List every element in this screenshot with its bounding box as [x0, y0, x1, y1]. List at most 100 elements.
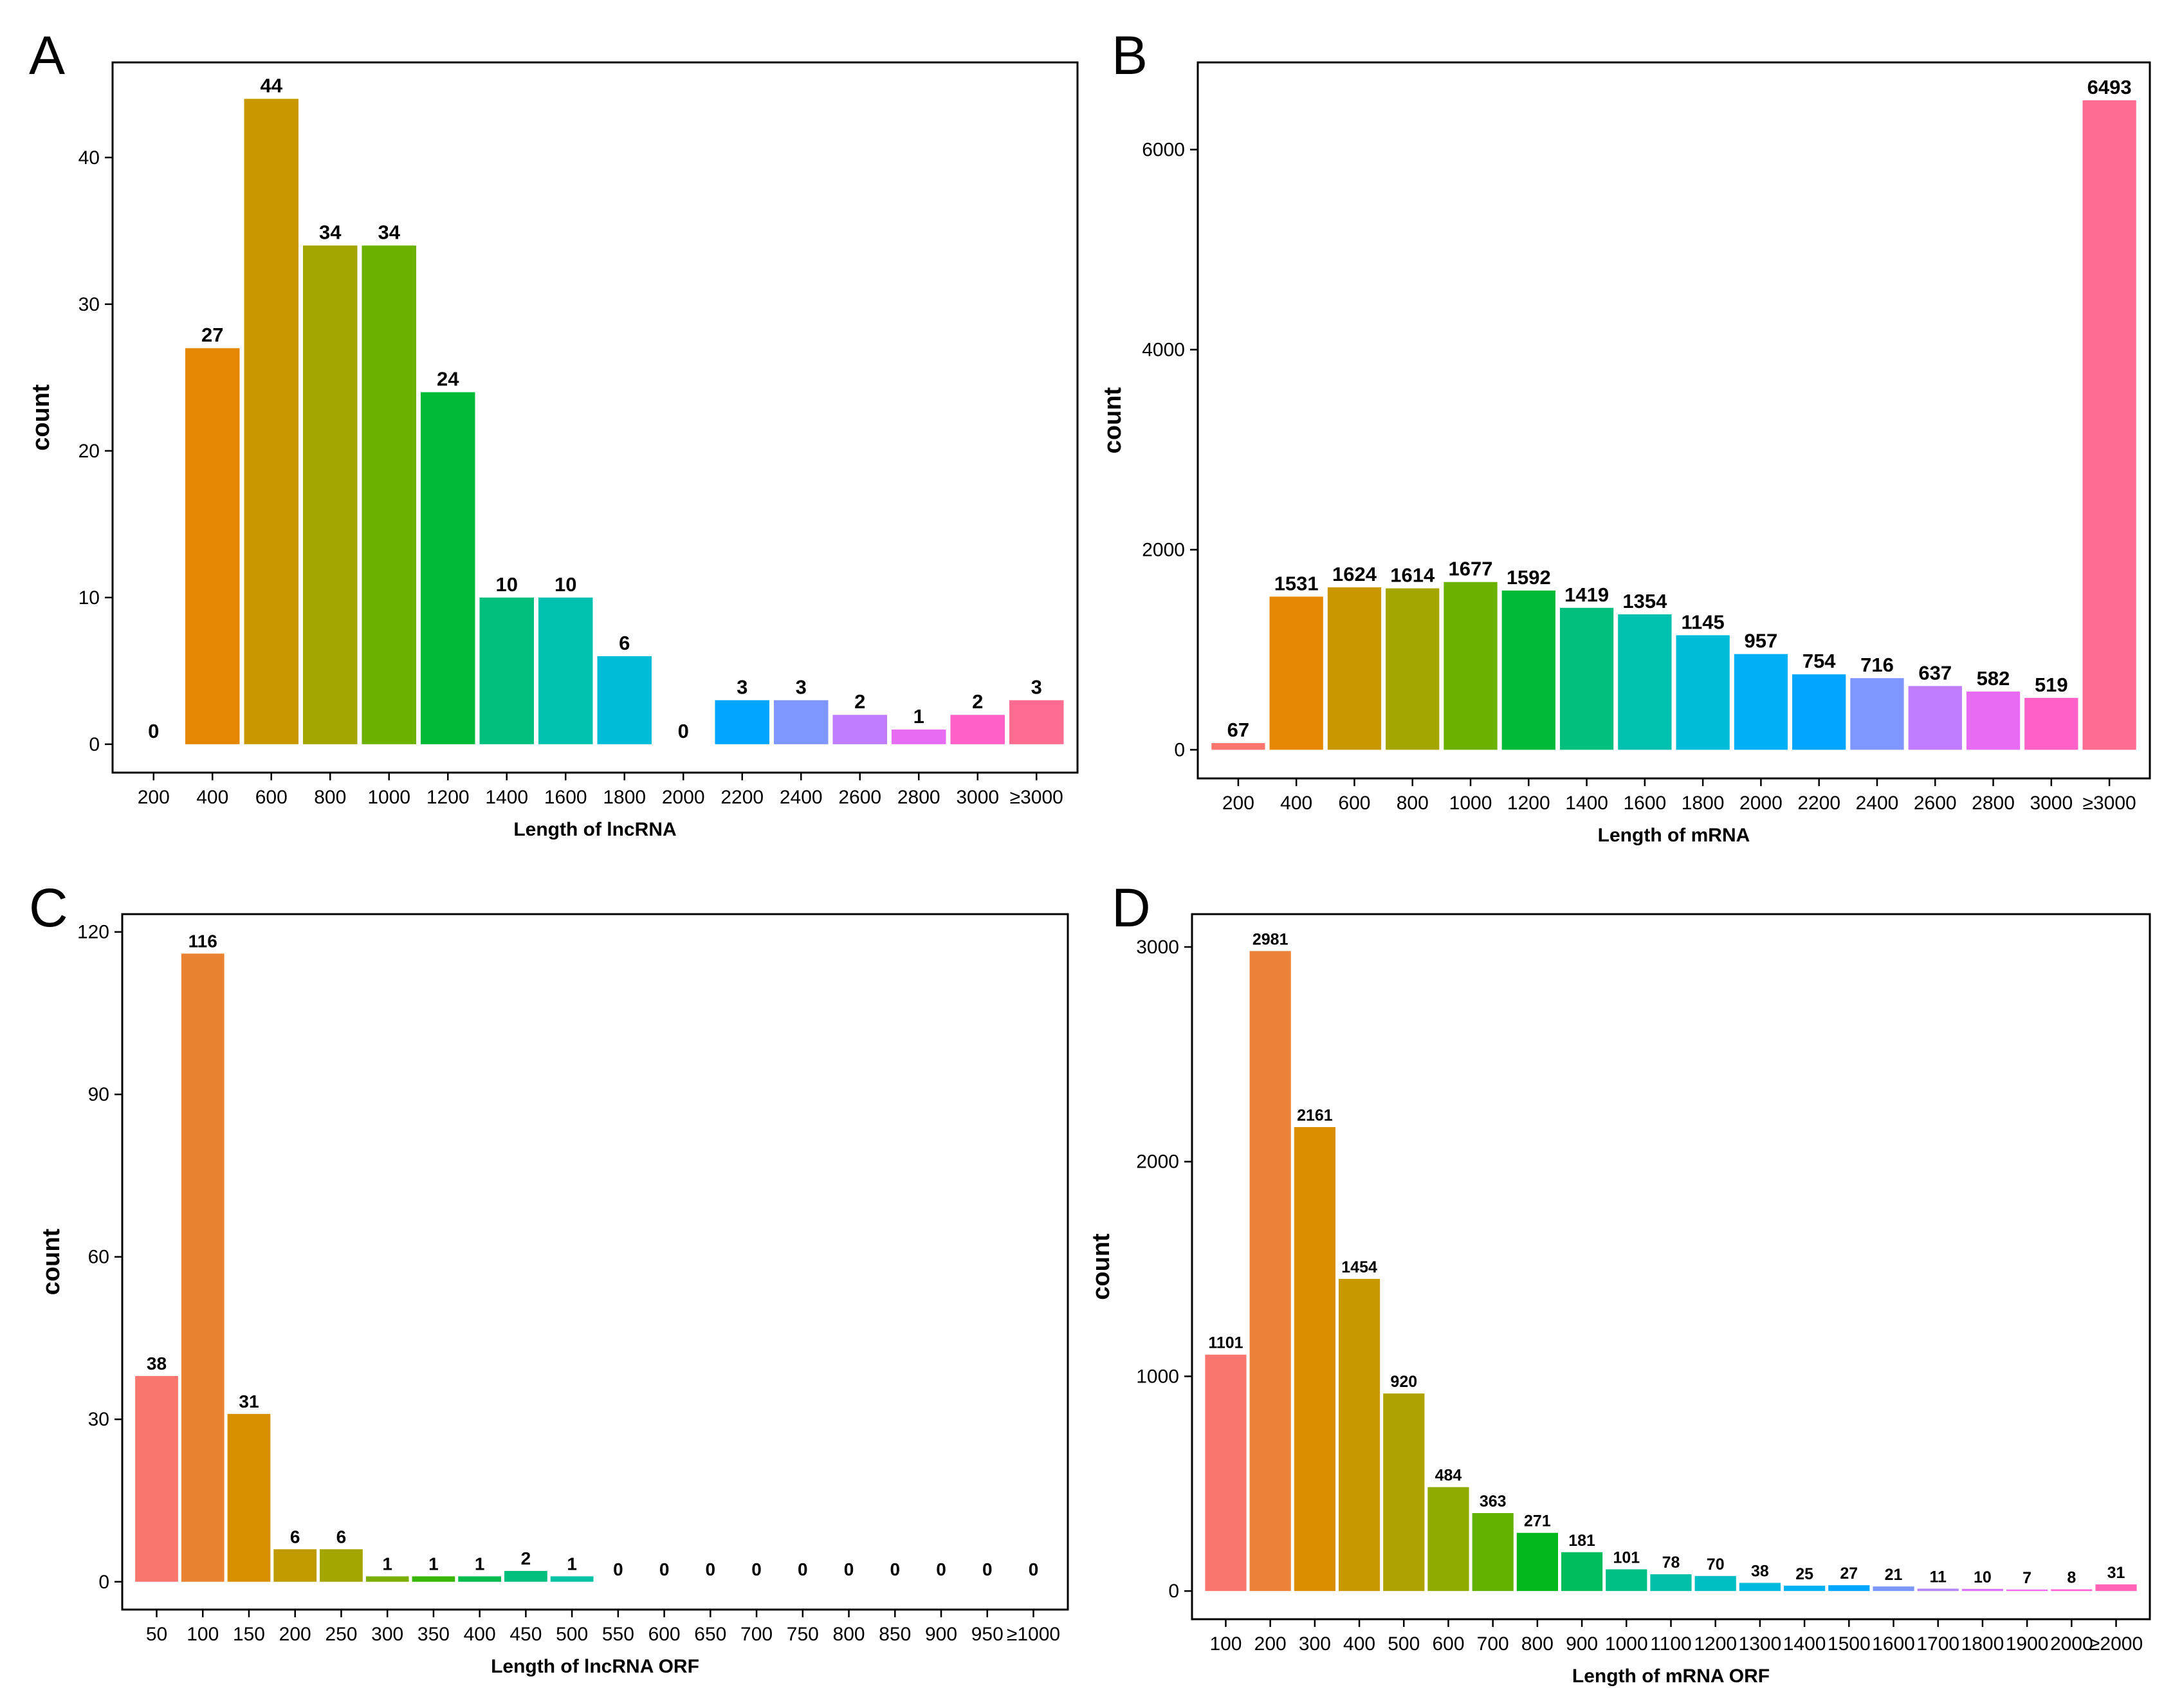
panel-c-data-label: 0	[890, 1559, 900, 1579]
panel-a-bar	[421, 392, 475, 744]
panel-d-x-tick-label: 1600	[1872, 1633, 1915, 1655]
panel-c-data-label: 0	[798, 1559, 808, 1579]
panel-d-x-tick-label: 2000	[2050, 1633, 2093, 1655]
panel-d-frame	[1191, 913, 2151, 1621]
panel-d-y-tick-label: 0	[1168, 1581, 1179, 1602]
panel-c-bar	[550, 1576, 594, 1582]
panel-a-data-label: 2	[972, 690, 983, 713]
panel-c-x-tick-label: 150	[233, 1624, 265, 1645]
panel-d-x-tick-label: 1100	[1650, 1633, 1692, 1655]
panel-b-x-tick-label: 1600	[1623, 793, 1666, 814]
panel-a-x-tick-label: 3000	[956, 787, 999, 808]
panel-c-x-tick-label: 250	[325, 1624, 357, 1645]
panel-a-bar	[892, 730, 946, 744]
panel-d-x-tick-label: 300	[1299, 1633, 1331, 1655]
panel-d-y-tick-label: 2000	[1136, 1152, 1179, 1173]
panel-d-x-tick-label: 400	[1343, 1633, 1375, 1655]
panel-a-x-tick-label: 200	[138, 787, 170, 808]
panel-d-data-label: 920	[1390, 1373, 1417, 1391]
panel-a-bar	[244, 98, 298, 744]
panel-a-x-tick-label: ≥3000	[1010, 787, 1063, 808]
panel-d-bar	[1205, 1354, 1247, 1592]
panel-b-bar	[1676, 635, 1730, 750]
panel-d-x-tick-label: 1500	[1828, 1633, 1871, 1655]
panel-a-bar	[950, 715, 1005, 744]
panel-d-bar	[1961, 1588, 2004, 1592]
panel-c-x-tick-label: 400	[464, 1624, 496, 1645]
panel-d-data-label: 31	[2107, 1564, 2125, 1582]
panel-d-data-label: 11	[1929, 1568, 1947, 1586]
panel-a-data-label: 1	[913, 705, 924, 728]
panel-c-y-tick-label: 120	[77, 922, 109, 943]
panel-d-x-axis-title: Length of mRNA ORF	[1572, 1666, 1770, 1687]
panel-b-data-label: 754	[1802, 650, 1836, 672]
panel-d-x-tick-label: 1200	[1694, 1633, 1737, 1655]
panel-a-letter: A	[29, 25, 65, 86]
panel-c-bar	[227, 1413, 271, 1582]
panel-c-data-label: 31	[239, 1391, 259, 1411]
panel-c-x-tick-label: 100	[187, 1624, 219, 1645]
panel-d-bar	[1561, 1552, 1603, 1592]
panel-a-data-label: 10	[496, 573, 518, 596]
panel-c-x-tick-label: 750	[787, 1624, 819, 1645]
panel-c-data-label: 0	[1029, 1559, 1039, 1579]
panel-a-data-label: 3	[737, 675, 747, 698]
panel-d-bar	[2051, 1589, 2093, 1592]
panel-a-data-label: 0	[678, 720, 689, 742]
panel-d-x-tick-label: 1800	[1961, 1633, 2004, 1655]
panel-c-x-tick-label: 800	[833, 1624, 865, 1645]
panel-d-bar	[1606, 1569, 1647, 1592]
panel-b-bar	[1908, 686, 1962, 750]
panel-b-bar	[1559, 607, 1614, 750]
panel-b-bar	[1966, 691, 2021, 750]
panel-d-data-label: 1101	[1208, 1334, 1243, 1352]
panel-b-data-label: 957	[1745, 630, 1778, 652]
panel-d-x-tick-label: ≥2000	[2089, 1633, 2143, 1655]
panel-c-data-label: 0	[982, 1559, 993, 1579]
panel-c-x-axis-title: Length of lncRNA ORF	[491, 1656, 699, 1677]
panel-a-x-tick-label: 2600	[838, 787, 881, 808]
panel-d-bar	[1784, 1585, 1826, 1592]
panel-d-x-tick-label: 1300	[1739, 1633, 1782, 1655]
panel-a-y-tick-label: 10	[78, 587, 100, 609]
panel-a-data-label: 10	[555, 573, 576, 596]
panel-b-y-tick-label: 4000	[1142, 340, 1185, 361]
panel-d-data-label: 484	[1435, 1467, 1462, 1485]
panel-a-bar	[1009, 700, 1064, 744]
panel-b-data-label: 1145	[1682, 611, 1725, 633]
panel-d-bar	[1873, 1586, 1914, 1592]
panel-a-bar	[538, 597, 593, 744]
panel-c-data-label: 6	[290, 1527, 300, 1547]
panel-c-bar	[412, 1576, 455, 1582]
panel-d-data-label: 8	[2067, 1568, 2076, 1586]
panel-b-x-axis-title: Length of mRNA	[1598, 825, 1750, 846]
panel-a-x-tick-label: 2000	[662, 787, 705, 808]
panel-c-y-tick-label: 30	[88, 1409, 109, 1430]
panel-b-bar	[1211, 743, 1265, 750]
panel-a-x-tick-label: 1200	[426, 787, 470, 808]
panel-c-data-label: 116	[188, 931, 217, 951]
panel-c-bar	[135, 1375, 178, 1582]
panel-d-data-label: 2161	[1297, 1107, 1333, 1125]
panel-d-x-tick-label: 1700	[1916, 1633, 1959, 1655]
panel-d-bar	[1694, 1575, 1736, 1592]
panel-c-data-label: 0	[844, 1559, 854, 1579]
panel-d-x-tick-label: 900	[1566, 1633, 1598, 1655]
panel-a-x-tick-label: 2400	[780, 787, 823, 808]
panel-a-y-tick-label: 40	[78, 147, 100, 169]
panel-b-bar	[1444, 582, 1498, 750]
panel-d-data-label: 1454	[1341, 1258, 1377, 1276]
panel-c-x-tick-label: 550	[602, 1624, 634, 1645]
panel-a-x-tick-label: 1000	[367, 787, 410, 808]
panel-b: B 0 2000 4000 6000 67 200 1531 400 1624 600 1614 800…	[1099, 25, 2151, 846]
panel-b-data-label: 67	[1227, 719, 1249, 741]
panel-d-x-tick-label: 1000	[1605, 1633, 1648, 1655]
panel-c-x-tick-label: 900	[925, 1624, 957, 1645]
panel-a-y-tick-label: 30	[78, 294, 100, 315]
panel-a-data-label: 0	[148, 720, 159, 742]
panel-d-letter: D	[1112, 877, 1151, 938]
panel-b-y-tick-label: 0	[1174, 739, 1185, 760]
panel-c-y-tick-label: 90	[88, 1084, 109, 1105]
panel-c-x-tick-label: 350	[417, 1624, 450, 1645]
